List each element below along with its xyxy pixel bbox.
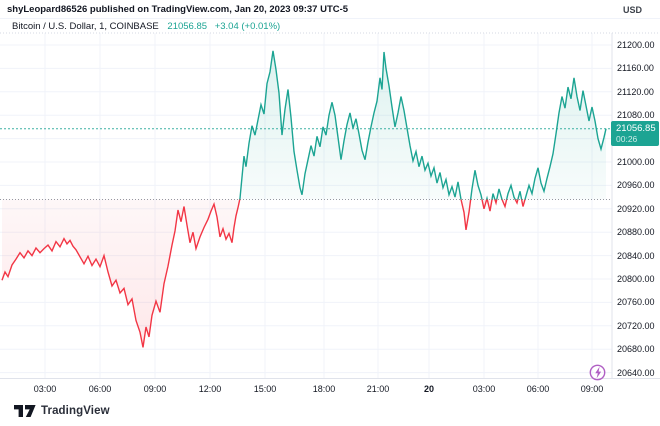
- tradingview-logo: [14, 405, 36, 417]
- publish-text: shyLeopard86526 published on TradingView…: [7, 4, 349, 15]
- price-tick-label: 20680.00: [617, 344, 655, 355]
- time-tick-label: 03:00: [33, 384, 57, 394]
- price-tick-label: 20840.00: [617, 250, 655, 261]
- price-tick-label: 20960.00: [617, 180, 655, 191]
- time-tick-label: 18:00: [312, 384, 336, 394]
- symbol-title: Bitcoin / U.S. Dollar, 1, COINBASE: [12, 21, 159, 32]
- price-tick-label: 20720.00: [617, 320, 655, 331]
- price-tick-label: 20800.00: [617, 274, 655, 284]
- time-tick-label: 06:00: [526, 384, 550, 394]
- currency-label: USD: [623, 5, 643, 15]
- time-tick-label: 09:00: [143, 384, 167, 394]
- price-line-up: [239, 50, 607, 200]
- time-tick-label: 15:00: [253, 384, 277, 394]
- price-tick-label: 21000.00: [617, 157, 655, 167]
- price-tick-label: 20880.00: [617, 227, 655, 238]
- last-price-value: 21056.85: [616, 123, 656, 134]
- price-line-down: [1, 199, 526, 348]
- footer: TradingView: [0, 398, 660, 426]
- last-price-tag: 21056.85 00:26: [611, 121, 659, 146]
- price-tick-label: 21160.00: [617, 63, 654, 74]
- brand-text: TradingView: [41, 405, 110, 417]
- price-tick-label: 21080.00: [617, 110, 655, 121]
- price-tick-label: 21200.00: [617, 40, 655, 50]
- chart-canvas[interactable]: [0, 0, 660, 398]
- price-tick-label: 20640.00: [617, 367, 655, 378]
- publish-bar: shyLeopard86526 published on TradingView…: [0, 0, 660, 19]
- price-scale[interactable]: 21200.00 21160.00 21120.00 21080.00 21000.00…: [612, 0, 660, 378]
- time-tick-label: 12:00: [198, 384, 222, 394]
- time-tick-label: 21:00: [366, 384, 390, 394]
- price-tick-label: 21120.00: [617, 86, 654, 97]
- time-tick-label: 06:00: [88, 384, 112, 394]
- time-tick-label: 09:00: [580, 384, 604, 394]
- tradingview-brand[interactable]: TradingView: [14, 404, 110, 418]
- area-below-baseline: [2, 199, 525, 348]
- time-scale[interactable]: 03:00 06:00 09:00 12:00 15:00 18:00 21:00 20 03:…: [0, 378, 660, 398]
- time-tick-label: 03:00: [472, 384, 496, 394]
- price-tick-label: 20920.00: [617, 203, 655, 214]
- price-tick-label: 20760.00: [617, 297, 655, 308]
- time-tick-label: 20: [423, 384, 434, 394]
- legend-change: +3.04 (+0.01%): [214, 21, 281, 32]
- symbol-legend: Bitcoin / U.S. Dollar, 1, COINBASE 21056…: [12, 21, 280, 33]
- bar-countdown: 00:26: [616, 134, 638, 144]
- legend-last-price: 21056.85: [167, 21, 208, 32]
- flash-icon[interactable]: [588, 363, 607, 382]
